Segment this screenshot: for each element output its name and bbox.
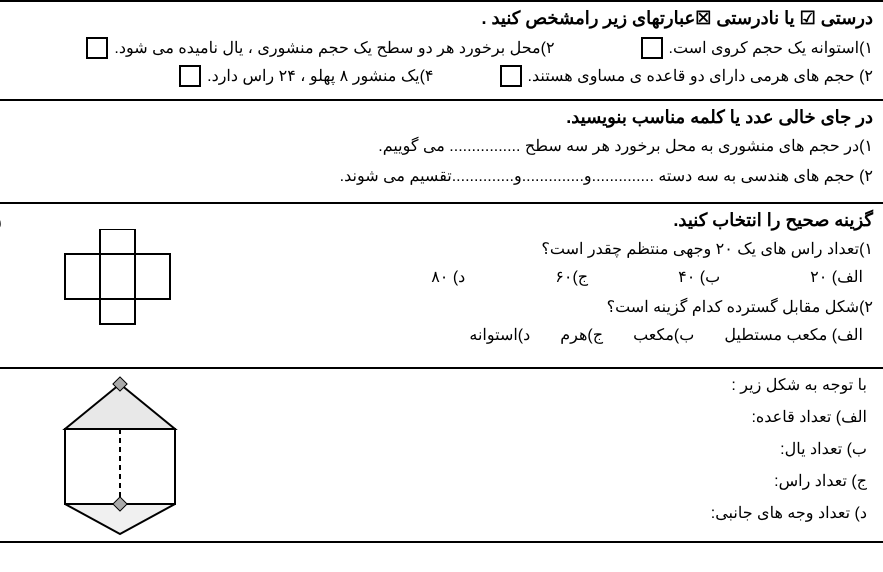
tf-q3: ۲) حجم های هرمی دارای دو قاعده ی مساوی ه… — [494, 65, 873, 87]
tf-q1: ۱)استوانه یک حجم کروی است. — [635, 37, 873, 59]
section2-title: در جای خالی عدد یا کلمه مناسب بنویسید. — [10, 107, 873, 128]
tf-q2: ۲)محل برخورد هر دو سطح یک حجم منشوری ، ی… — [80, 37, 554, 59]
fill-q2: ۲) حجم های هندسی به سه دسته ............… — [10, 166, 873, 186]
section-fill-blank: در جای خالی عدد یا کلمه مناسب بنویسید. ۱… — [0, 99, 883, 202]
section-prism-count: با توجه به شکل زیر : الف) تعداد قاعده: ب… — [0, 367, 883, 541]
tf-q1-checkbox[interactable] — [641, 37, 663, 59]
margin-number: ۵ — [0, 212, 2, 233]
prism-figure — [45, 374, 195, 539]
mc-q1-opt-d[interactable]: د) ۸۰ — [431, 267, 465, 287]
mc-q2-opt-c[interactable]: ج)هرم — [560, 325, 603, 345]
tf-q4-checkbox[interactable] — [179, 65, 201, 87]
tf-row-2: ۲) حجم های هرمی دارای دو قاعده ی مساوی ه… — [10, 65, 873, 87]
fill-q1: ۱)در حجم های منشوری به محل برخورد هر سه … — [10, 136, 873, 156]
tf-q3-checkbox[interactable] — [500, 65, 522, 87]
mc-q2-opt-b[interactable]: ب)مکعب — [633, 325, 694, 345]
tf-q3-text: ۲) حجم های هرمی دارای دو قاعده ی مساوی ه… — [528, 66, 873, 86]
cube-net-svg — [60, 229, 180, 339]
net-figure — [60, 229, 180, 339]
section1-title: درستی ☑ یا نادرستی ☒عبارتهای زیر رامشخص … — [10, 8, 873, 29]
section3-title: گزینه صحیح را انتخاب کنید. — [10, 210, 873, 231]
mc-q2-opt-a[interactable]: الف) مکعب مستطیل — [724, 325, 863, 345]
section-multiple-choice: ۵ گزینه صحیح را انتخاب کنید. ۱)تعداد راس… — [0, 202, 883, 367]
mc-q2-opt-d[interactable]: د)استوانه — [469, 325, 530, 345]
section-true-false: درستی ☑ یا نادرستی ☒عبارتهای زیر رامشخص … — [0, 0, 883, 99]
mc-q1-opt-c[interactable]: ج)۶۰ — [555, 267, 588, 287]
mc-q1-opt-a[interactable]: الف) ۲۰ — [810, 267, 863, 287]
tf-q2-text: ۲)محل برخورد هر دو سطح یک حجم منشوری ، ی… — [114, 38, 554, 58]
tf-q1-text: ۱)استوانه یک حجم کروی است. — [669, 38, 873, 58]
triangular-prism-svg — [45, 374, 195, 539]
mc-q1-opt-b[interactable]: ب) ۴۰ — [678, 267, 720, 287]
bottom-border — [0, 541, 883, 543]
tf-q2-checkbox[interactable] — [86, 37, 108, 59]
tf-row-1: ۱)استوانه یک حجم کروی است. ۲)محل برخورد … — [10, 37, 873, 59]
tf-q4: ۴)یک منشور ۸ پهلو ، ۲۴ راس دارد. — [173, 65, 433, 87]
tf-q4-text: ۴)یک منشور ۸ پهلو ، ۲۴ راس دارد. — [207, 66, 433, 86]
